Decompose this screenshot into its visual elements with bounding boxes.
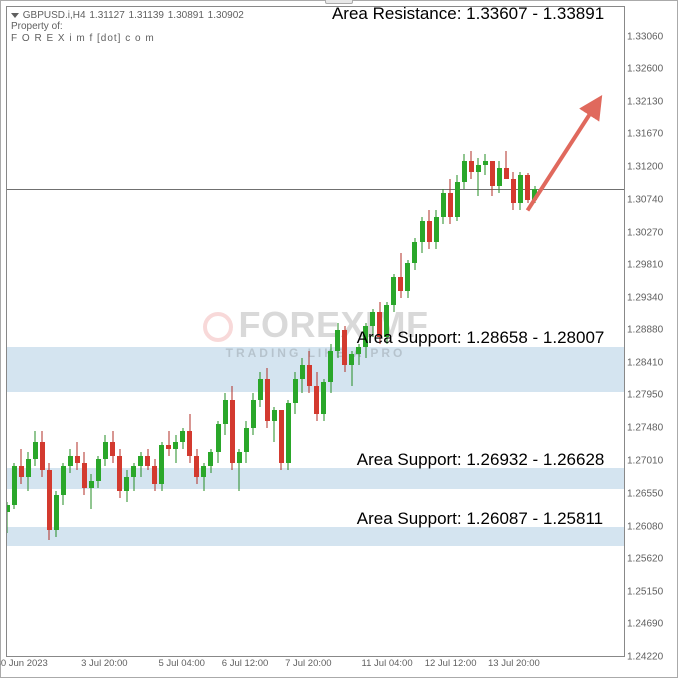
window-gripper-icon[interactable] — [325, 0, 353, 4]
zone-label: Area Support: 1.26932 - 1.26628 — [357, 450, 605, 470]
y-tick-label: 1.28410 — [627, 358, 663, 369]
x-axis: 30 Jun 20233 Jul 20:005 Jul 04:006 Jul 1… — [6, 658, 625, 674]
y-tick-label: 1.24220 — [627, 652, 663, 663]
y-tick-label: 1.26080 — [627, 521, 663, 532]
y-tick-label: 1.27950 — [627, 390, 663, 401]
y-tick-label: 1.32130 — [627, 97, 663, 108]
y-tick-label: 1.28880 — [627, 325, 663, 336]
y-tick-label: 1.26550 — [627, 488, 663, 499]
ohlc-low: 1.30891 — [168, 10, 204, 21]
dropdown-icon[interactable] — [11, 13, 19, 18]
y-tick-label: 1.33060 — [627, 31, 663, 42]
y-tick-label: 1.25620 — [627, 553, 663, 564]
y-tick-label: 1.24690 — [627, 619, 663, 630]
y-axis: 1.33060 1.32600 1.32130 1.31670 1.31200 1.307… — [625, 6, 672, 657]
y-tick-label: 1.25150 — [627, 586, 663, 597]
ohlc-high: 1.31139 — [129, 10, 164, 21]
symbol-label: GBPUSD.i,H4 — [23, 10, 86, 21]
x-tick-label: 5 Jul 04:00 — [158, 658, 204, 669]
property-line1: Property of: — [11, 21, 245, 32]
zone-label: Area Support: 1.28658 - 1.28007 — [357, 328, 605, 348]
y-tick-label: 1.31200 — [627, 162, 663, 173]
x-tick-label: 13 Jul 20:00 — [488, 658, 540, 669]
chart-frame: GBPUSD.i,H4 1.31127 1.31139 1.30891 1.30… — [0, 0, 678, 678]
y-tick-label: 1.31670 — [627, 129, 663, 140]
y-tick-label: 1.29810 — [627, 259, 663, 270]
x-tick-label: 7 Jul 20:00 — [285, 658, 331, 669]
chart-header: GBPUSD.i,H4 1.31127 1.31139 1.30891 1.30… — [11, 10, 245, 44]
y-tick-label: 1.27010 — [627, 456, 663, 467]
ohlc-open: 1.31127 — [89, 10, 124, 21]
y-tick-label: 1.30270 — [627, 227, 663, 238]
x-tick-label: 6 Jul 12:00 — [222, 658, 268, 669]
y-tick-label: 1.29340 — [627, 292, 663, 303]
price-chart[interactable]: GBPUSD.i,H4 1.31127 1.31139 1.30891 1.30… — [6, 6, 625, 657]
ohlc-close: 1.30902 — [208, 10, 244, 21]
x-tick-label: 12 Jul 12:00 — [425, 658, 477, 669]
zone-label: Area Resistance: 1.33607 - 1.33891 — [332, 6, 604, 24]
zone-label: Area Support: 1.26087 - 1.25811 — [357, 509, 603, 529]
y-tick-label: 1.30740 — [627, 194, 663, 205]
x-tick-label: 11 Jul 04:00 — [362, 658, 413, 669]
property-line2: F O R E X i m f [dot] c o m — [11, 33, 245, 44]
x-tick-label: 3 Jul 20:00 — [81, 658, 127, 669]
y-tick-label: 1.27480 — [627, 423, 663, 434]
x-tick-label: 30 Jun 2023 — [0, 658, 48, 669]
y-tick-label: 1.32600 — [627, 64, 663, 75]
